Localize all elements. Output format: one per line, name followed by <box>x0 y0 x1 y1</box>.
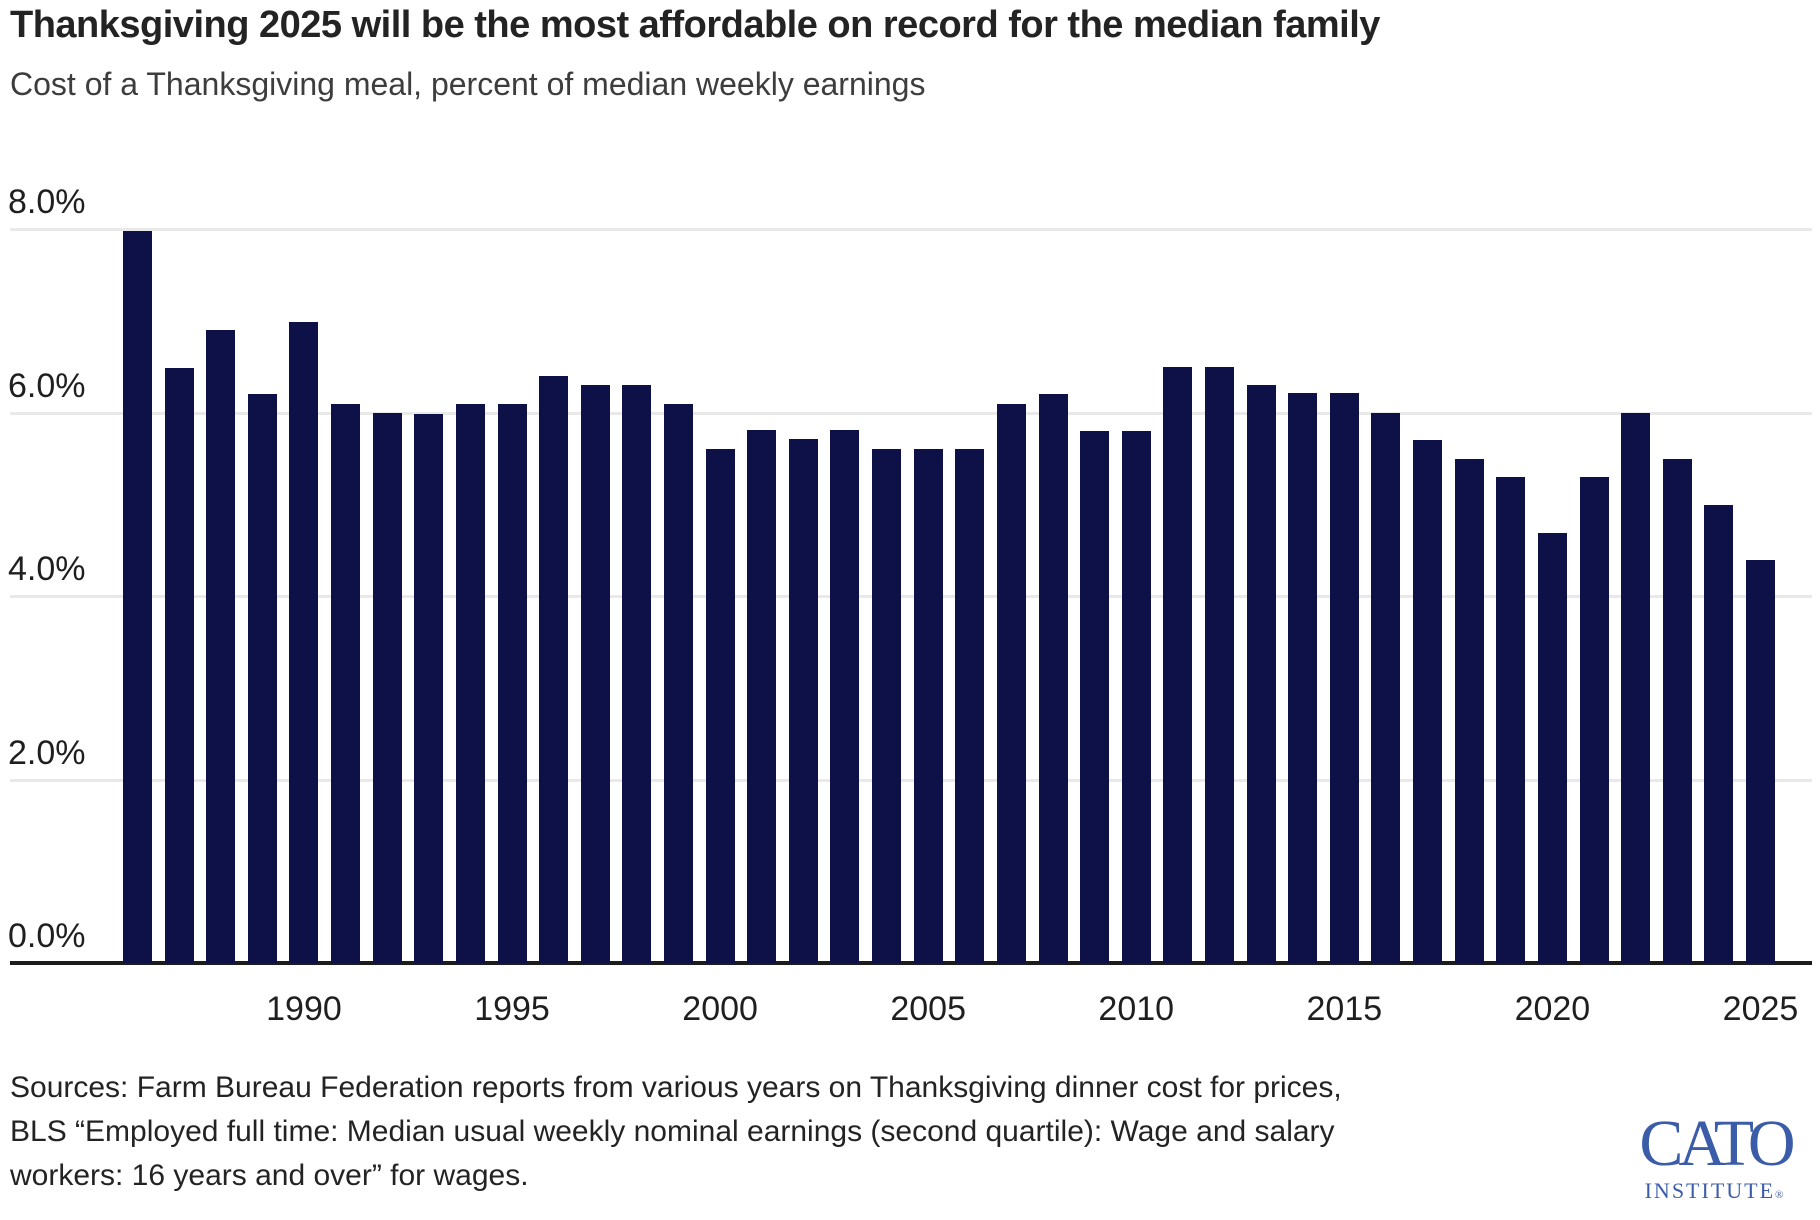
bar-1996 <box>539 375 569 963</box>
y-axis-tick-label: 0.0% <box>8 917 86 955</box>
x-axis-tick-label: 1995 <box>474 990 550 1028</box>
sources-line: workers: 16 years and over” for wages. <box>10 1159 529 1192</box>
bar-2012 <box>1204 366 1234 963</box>
x-axis-tick-label: 2005 <box>890 990 966 1028</box>
sources-note: Sources: Farm Bureau Federation reports … <box>10 1066 1430 1198</box>
x-axis-tick-label: 2010 <box>1098 990 1175 1028</box>
bar-1995 <box>497 404 527 963</box>
bar-2018 <box>1454 459 1484 963</box>
bar-2006 <box>955 449 985 963</box>
y-axis-tick-label: 4.0% <box>8 550 86 588</box>
bar-2020 <box>1537 532 1567 963</box>
bar-2021 <box>1579 476 1609 963</box>
y-axis-tick-label: 2.0% <box>8 733 86 772</box>
bar-2004 <box>872 449 902 963</box>
y-axis-tick-label: 6.0% <box>8 366 86 405</box>
x-axis-tick-label: 2000 <box>682 990 758 1028</box>
bar-1992 <box>372 413 402 963</box>
chart-title: Thanksgiving 2025 will be the most affor… <box>10 4 1380 46</box>
y-gridline <box>10 778 1812 782</box>
sources-line: BLS “Employed full time: Median usual we… <box>10 1115 1335 1148</box>
bar-2000 <box>705 449 735 963</box>
x-axis-tick-label: 2020 <box>1514 990 1591 1028</box>
logo-sub-text: INSTITUTE® <box>1644 1178 1786 1203</box>
bar-2017 <box>1413 440 1443 963</box>
bar-2008 <box>1038 394 1068 963</box>
x-axis-line <box>10 961 1812 965</box>
bar-1991 <box>331 404 361 963</box>
bar-2023 <box>1662 459 1692 963</box>
bar-1998 <box>622 384 652 963</box>
bar-1999 <box>663 404 693 963</box>
bar-2025 <box>1745 560 1775 963</box>
bar-2014 <box>1288 393 1318 963</box>
bar-chart: 0.0% 2.0% 4.0% 6.0% 8.0% 1990 1995 2000 2005 2010… <box>8 183 1812 1028</box>
cato-institute-logo: CATO INSTITUTE® <box>1620 1107 1810 1204</box>
bar-1989 <box>247 394 277 963</box>
x-axis-tick-label: 1990 <box>266 990 342 1028</box>
bar-2003 <box>830 429 860 963</box>
bar-2015 <box>1329 393 1359 963</box>
x-axis-tick-label: 2025 <box>1722 990 1799 1028</box>
bar-1988 <box>206 329 236 963</box>
bar-1994 <box>455 404 485 963</box>
logo-brand-text: CATO <box>1639 1107 1795 1180</box>
bar-2011 <box>1163 366 1193 963</box>
bar-1986 <box>123 230 152 963</box>
chart-subtitle: Cost of a Thanksgiving meal, percent of … <box>10 66 926 102</box>
bar-2001 <box>747 429 777 963</box>
bar-1997 <box>580 384 610 963</box>
bar-2016 <box>1371 413 1401 963</box>
bar-2022 <box>1621 412 1651 963</box>
bar-2005 <box>913 449 943 963</box>
y-gridline <box>10 595 1812 598</box>
sources-line: Sources: Farm Bureau Federation reports … <box>10 1071 1342 1104</box>
bar-1990 <box>289 321 319 963</box>
bar-1993 <box>414 414 444 963</box>
x-axis-tick-label: 2015 <box>1306 990 1383 1028</box>
bar-2010 <box>1121 430 1151 963</box>
bar-1987 <box>164 367 194 963</box>
registered-mark: ® <box>1775 1189 1786 1201</box>
y-gridline <box>10 411 1812 415</box>
bar-2013 <box>1246 384 1276 963</box>
bar-2002 <box>788 439 818 963</box>
y-axis-tick-label: 8.0% <box>8 183 86 221</box>
bar-2009 <box>1080 430 1110 963</box>
bar-2024 <box>1704 505 1734 963</box>
y-gridline <box>10 228 1812 231</box>
bar-2007 <box>996 404 1026 963</box>
bar-2019 <box>1496 476 1526 963</box>
